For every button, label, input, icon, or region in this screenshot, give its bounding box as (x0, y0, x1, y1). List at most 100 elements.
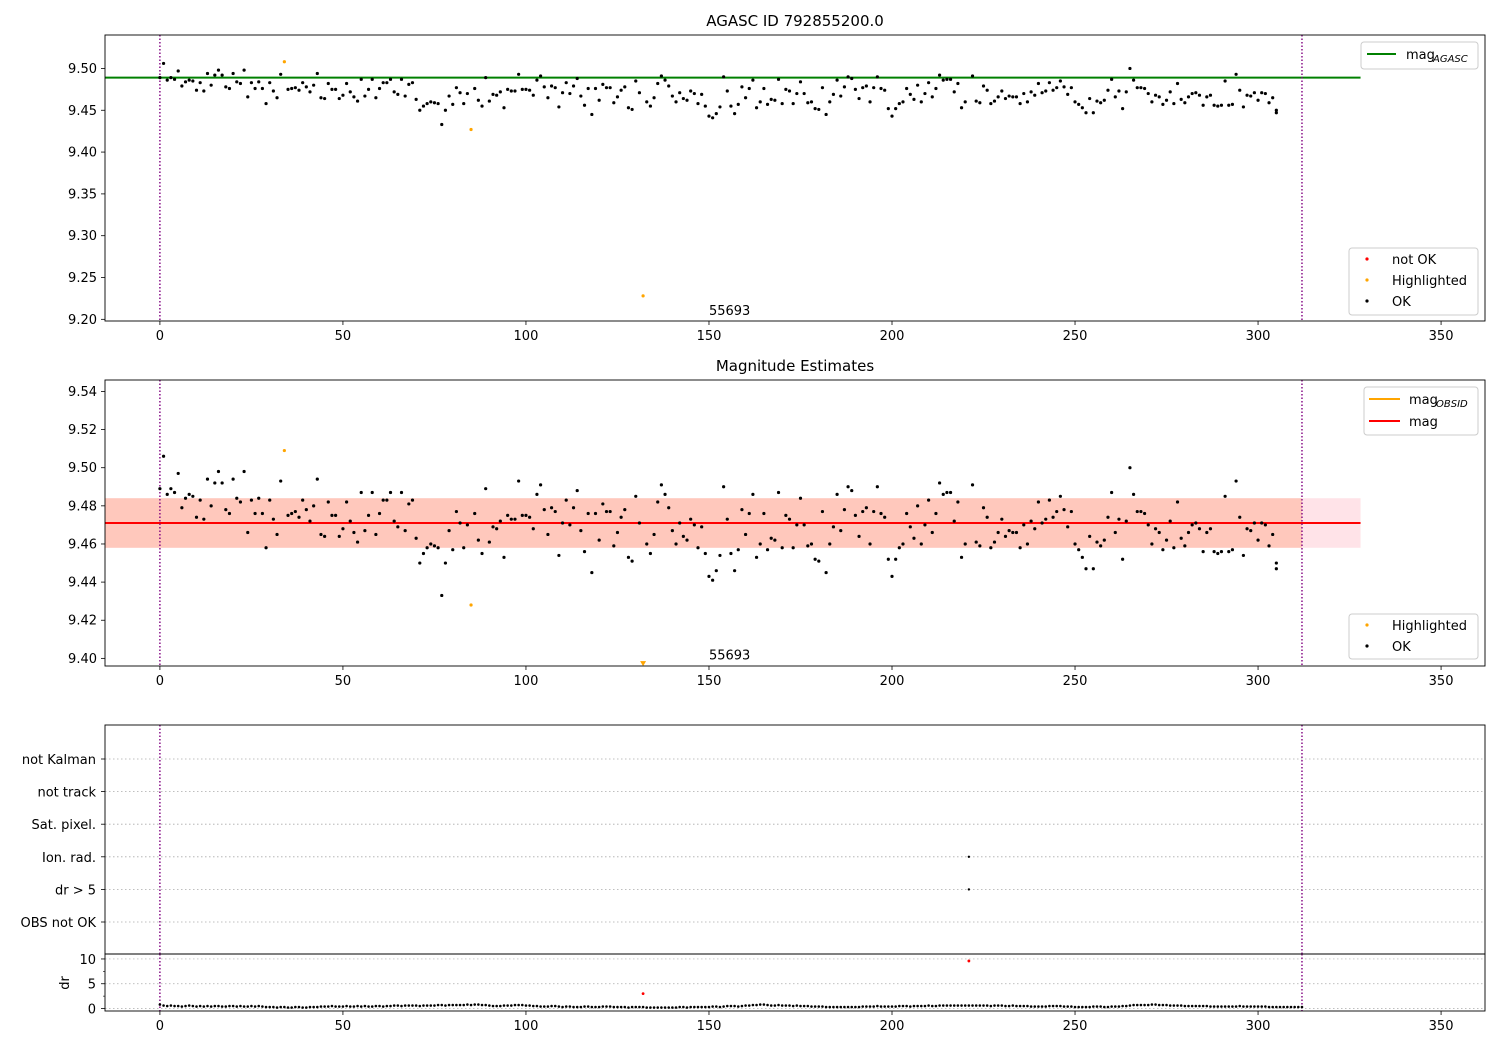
ok-point (352, 95, 356, 99)
ok-point (1245, 93, 1249, 97)
ok-point (308, 519, 312, 523)
ok-point (916, 504, 920, 508)
ok-point (853, 87, 857, 91)
legend-subscript: AGASC (1432, 54, 1468, 65)
ok-point (429, 542, 433, 546)
dr-point (678, 1005, 681, 1009)
dr-point (1073, 1005, 1077, 1009)
dr-point (290, 1006, 293, 1009)
dr-point (239, 1004, 242, 1008)
ok-point (454, 509, 459, 514)
ok-point (264, 101, 268, 106)
dr-point (528, 1004, 531, 1007)
dr-point (1227, 1005, 1231, 1008)
legend-subscript: OBSID (1436, 399, 1468, 410)
ok-point (696, 101, 700, 106)
ok-point (809, 100, 814, 104)
ok-point (1153, 527, 1158, 531)
ok-point (776, 77, 781, 81)
ok-point (1062, 508, 1066, 512)
dr-point (191, 1004, 195, 1008)
ok-point (1102, 98, 1106, 102)
ok-point (1025, 100, 1030, 104)
ok-point (538, 483, 543, 487)
ok-point (879, 511, 883, 516)
dr-point (546, 1005, 550, 1008)
dr-point (802, 1004, 806, 1008)
ok-point (308, 90, 312, 94)
ok-point (172, 77, 177, 81)
ok-point (487, 99, 491, 103)
ok-point (912, 536, 916, 540)
dr-point (403, 1004, 407, 1007)
dr-point (1084, 1005, 1088, 1009)
ok-point (549, 506, 554, 510)
ok-point (864, 506, 868, 510)
ok-point (696, 546, 700, 550)
dr-point (590, 1005, 594, 1009)
ok-point (773, 98, 777, 102)
ok-point (407, 82, 411, 86)
x-tick-label: 200 (880, 674, 905, 689)
ok-point (835, 492, 839, 496)
ok-point (476, 538, 480, 542)
dr-point (1297, 1005, 1300, 1009)
ok-point (648, 104, 653, 108)
dr-point (898, 1004, 901, 1008)
ok-point (213, 73, 217, 77)
dr-point (1157, 1003, 1161, 1007)
dr-point (1264, 1005, 1267, 1008)
ok-point (352, 530, 356, 535)
ok-point (806, 544, 810, 548)
dr-point (974, 1004, 978, 1007)
dr-point (605, 1005, 608, 1008)
dr-point (799, 1004, 802, 1008)
legend-label: Highlighted (1392, 274, 1467, 289)
dr-point (440, 1003, 444, 1007)
dr-point (242, 1005, 246, 1008)
dr-point (1286, 1005, 1289, 1009)
ok-point (590, 112, 594, 117)
dr-point (758, 1003, 762, 1006)
ok-point (659, 483, 663, 487)
ok-point (528, 88, 532, 92)
ok-point (762, 86, 766, 91)
ok-point (1036, 81, 1041, 86)
ok-point (645, 542, 649, 546)
dr-point (253, 1005, 257, 1008)
ok-point (495, 93, 499, 97)
ok-point (791, 101, 795, 106)
ok-point (879, 86, 883, 91)
ok-point (1219, 103, 1224, 107)
ok-point (238, 500, 243, 504)
ok-point (575, 76, 579, 81)
dr-point (220, 1005, 224, 1008)
dr-point (326, 1005, 330, 1008)
dr-point (912, 1004, 916, 1008)
ok-point (1113, 530, 1117, 535)
ok-point (1241, 105, 1246, 109)
dr-point (865, 1005, 868, 1008)
ok-point (355, 540, 360, 544)
ok-point (1117, 89, 1121, 93)
ok-point (513, 517, 517, 521)
ok-point (1164, 98, 1169, 102)
dr-panel: 0 50 100 150 200 250 300 350 0 5 10 dr (58, 953, 1486, 1034)
ok-point (608, 86, 612, 90)
dr-point (649, 1006, 652, 1009)
dr-point (1282, 1005, 1285, 1009)
ok-point (597, 538, 601, 542)
ok-point (1219, 550, 1224, 554)
ok-point (169, 487, 173, 491)
ok-point (1007, 94, 1011, 98)
ok-point (1014, 95, 1019, 99)
dr-point (297, 1005, 301, 1009)
ok-point (425, 101, 429, 106)
ok-point (835, 78, 839, 82)
dr-point (334, 1005, 337, 1008)
ok-point (158, 76, 162, 80)
ok-point (941, 492, 945, 496)
dr-point (1223, 1005, 1227, 1008)
ok-point (1227, 103, 1231, 107)
ok-point (297, 515, 301, 519)
